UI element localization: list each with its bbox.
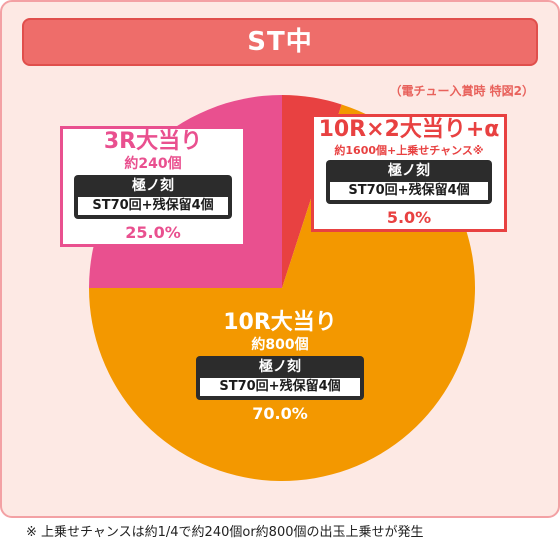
slice-label-10r-x2: 10R×2大当り+α 約1600個+上乗せチャンス※ 極ノ刻 ST70回+残保留… xyxy=(311,114,507,232)
slice-tag-head: 極ノ刻 xyxy=(132,178,174,194)
slice-amount: 約1600個+上乗せチャンス※ xyxy=(334,144,484,157)
slice-title: 10R×2大当り+α xyxy=(318,117,500,142)
slice-tag-body: ST70回+残保留4個 xyxy=(330,182,488,200)
slice-amount: 約240個 xyxy=(124,156,182,172)
slice-title: 10R大当り xyxy=(223,310,337,335)
slice-tag-body: ST70回+残保留4個 xyxy=(78,197,228,215)
slice-percent: 25.0% xyxy=(125,223,181,242)
chart-subnote: （電チュー入賞時 特図2） xyxy=(389,84,534,98)
slice-tag-head: 極ノ刻 xyxy=(259,359,301,375)
slice-tag: 極ノ刻 ST70回+残保留4個 xyxy=(74,175,232,219)
slice-tag-head: 極ノ刻 xyxy=(388,163,430,179)
slice-percent: 5.0% xyxy=(386,208,432,227)
slice-label-10r: 10R大当り 約800個 極ノ刻 ST70回+残保留4個 70.0% xyxy=(190,310,370,425)
slice-tag: 極ノ刻 ST70回+残保留4個 xyxy=(326,160,492,204)
slice-tag: 極ノ刻 ST70回+残保留4個 xyxy=(196,356,364,400)
slice-label-3r: 3R大当り 約240個 極ノ刻 ST70回+残保留4個 25.0% xyxy=(60,126,246,247)
slice-amount: 約800個 xyxy=(251,337,309,353)
footnote: ※ 上乗せチャンスは約1/4で約240個or約800個の出玉上乗せが発生 xyxy=(26,525,424,540)
slice-tag-body: ST70回+残保留4個 xyxy=(200,378,360,396)
page-title: ST中 xyxy=(22,18,538,66)
slice-title: 3R大当り xyxy=(103,129,203,154)
slice-percent: 70.0% xyxy=(252,404,308,423)
